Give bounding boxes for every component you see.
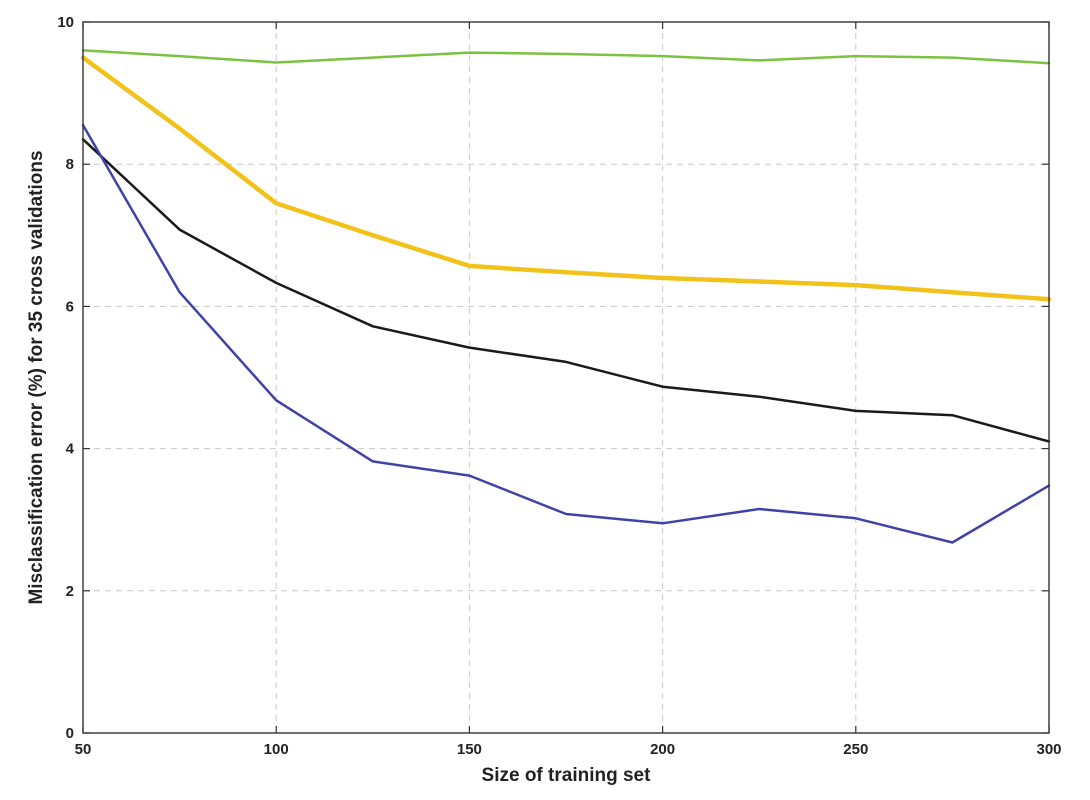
grid-lines [83,22,1049,733]
plot-frame [82,21,1050,734]
x-axis-title: Size of training set [482,765,652,786]
series-group [80,49,1052,544]
y-tick-label: 6 [66,298,74,315]
series-line-1 [81,49,1051,65]
y-tick-label: 10 [57,14,74,31]
axis-ticks [82,21,1050,734]
x-tick-label: 50 [75,741,92,758]
x-tick-label: 300 [1036,741,1061,758]
x-tick-label: 100 [264,741,289,758]
x-tick-label: 250 [843,741,868,758]
x-tick-label: 200 [650,741,675,758]
x-tick-label: 150 [457,741,482,758]
y-tick-labels: 0 2 4 6 8 10 [57,14,74,742]
y-tick-label: 8 [66,156,74,173]
series-line-4 [81,123,1051,544]
y-tick-label: 0 [66,725,74,742]
y-axis-title: Misclassification error (%) for 35 cross… [26,150,47,604]
series-line-3 [81,138,1051,443]
y-tick-label: 4 [66,441,75,458]
x-tick-labels: 50 100 150 200 250 300 [75,741,1062,758]
y-tick-label: 2 [66,583,74,600]
series-line-2 [80,55,1052,302]
